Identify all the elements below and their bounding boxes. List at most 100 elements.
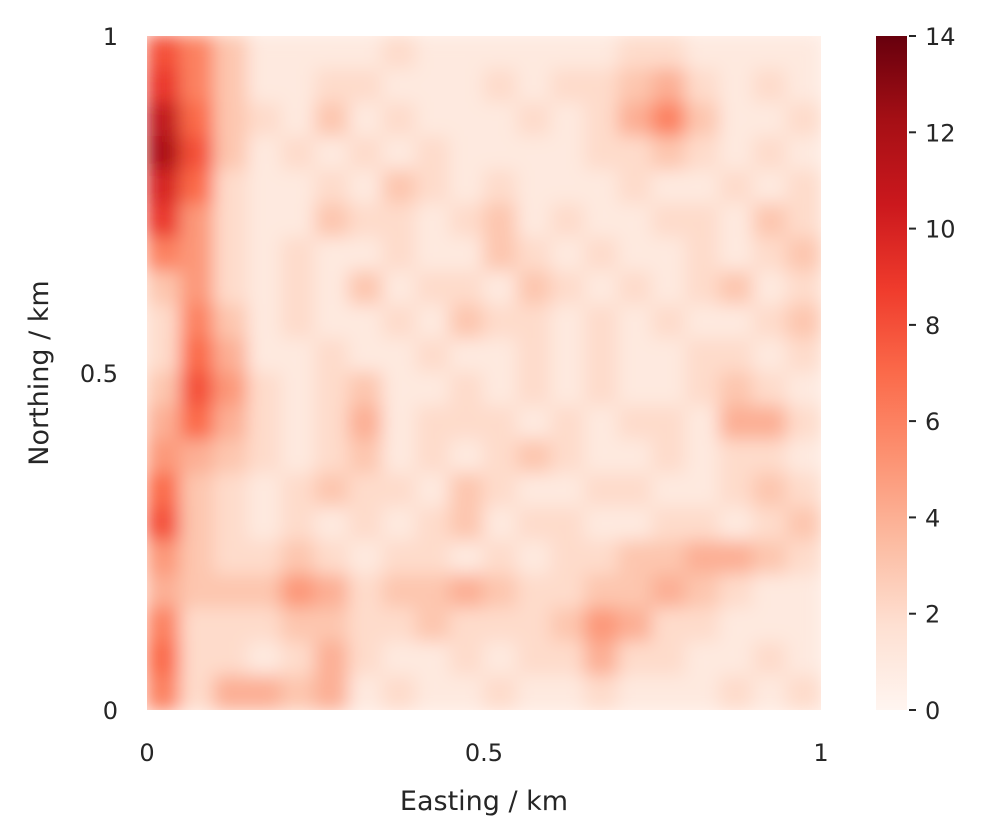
colorbar-tick-label: 12: [925, 119, 956, 147]
heatmap-cell: [348, 169, 384, 206]
heatmap-cell: [415, 68, 452, 105]
heatmap-cell: [314, 102, 351, 139]
heatmap-cell: [752, 540, 789, 577]
heatmap-cell: [550, 304, 587, 341]
heatmap-cell: [449, 102, 485, 139]
heatmap-cell: [314, 136, 351, 172]
heatmap-cell: [179, 36, 216, 71]
heatmap-cell: [685, 607, 721, 644]
heatmap-cell: [752, 574, 789, 610]
colorbar-tick-label: 10: [925, 216, 956, 244]
heatmap-cell: [584, 36, 620, 71]
heatmap-cell: [483, 641, 519, 678]
heatmap-cell: [584, 540, 620, 577]
heatmap-cell: [381, 405, 418, 442]
heatmap-cell: [179, 675, 216, 710]
heatmap-cell: [651, 237, 688, 273]
heatmap-cell: [415, 304, 452, 341]
heatmap-cell: [516, 203, 553, 240]
heatmap-cell: [516, 136, 553, 172]
heatmap-cell: [786, 473, 821, 509]
heatmap-cell: [213, 68, 250, 105]
heatmap-cell: [381, 607, 418, 644]
heatmap-cell: [415, 136, 452, 172]
heatmap-cell: [786, 405, 821, 442]
heatmap-cell: [584, 675, 620, 710]
heatmap-cell: [685, 473, 721, 509]
heatmap-cell: [483, 506, 519, 543]
heatmap-cell: [718, 36, 755, 71]
heatmap-cell: [651, 338, 688, 374]
heatmap-cell: [179, 574, 216, 610]
heatmap-cell: [179, 237, 216, 273]
heatmap-cell: [381, 439, 418, 476]
heatmap-cell: [685, 270, 721, 307]
colorbar-tick-label: 0: [925, 697, 940, 725]
heatmap-cell: [685, 506, 721, 543]
heatmap-cell: [483, 136, 519, 172]
heatmap-cell: [718, 372, 755, 408]
heatmap-cell: [147, 675, 182, 710]
heatmap-cell: [483, 372, 519, 408]
heatmap-cell: [314, 169, 351, 206]
heatmap-cell: [752, 473, 789, 509]
heatmap-cell: [617, 473, 654, 509]
heatmap-cell: [348, 304, 384, 341]
heatmap-cell: [685, 574, 721, 610]
heatmap-cell: [617, 36, 654, 71]
heatmap-cell: [516, 237, 553, 273]
heatmap-cell: [147, 372, 182, 408]
heatmap-cell: [348, 405, 384, 442]
heatmap-cell: [550, 338, 587, 374]
heatmap-cell: [584, 270, 620, 307]
heatmap-cell: [280, 372, 317, 408]
heatmap-cell: [213, 574, 250, 610]
heatmap-cell: [550, 540, 587, 577]
heatmap-cell: [516, 102, 553, 139]
heatmap-cell: [314, 675, 351, 710]
heatmap-cell: [247, 237, 283, 273]
heatmap-cell: [483, 203, 519, 240]
heatmap-cell: [449, 506, 485, 543]
heatmap-cell: [381, 506, 418, 543]
heatmap-cell: [651, 304, 688, 341]
heatmap-cell: [786, 102, 821, 139]
heatmap-cell: [617, 405, 654, 442]
heatmap-cell: [651, 270, 688, 307]
heatmap-cell: [516, 540, 553, 577]
heatmap-cell: [348, 439, 384, 476]
heatmap-cell: [786, 574, 821, 610]
heatmap-cell: [147, 169, 182, 206]
heatmap-cell: [415, 675, 452, 710]
heatmap-cell: [786, 675, 821, 710]
heatmap-cell: [179, 540, 216, 577]
heatmap-cell: [752, 36, 789, 71]
heatmap-cell: [449, 372, 485, 408]
heatmap-cell: [280, 540, 317, 577]
heatmap-cell: [651, 372, 688, 408]
heatmap-cell: [348, 607, 384, 644]
heatmap-cell: [213, 506, 250, 543]
heatmap-cell: [786, 506, 821, 543]
heatmap-cell: [685, 203, 721, 240]
heatmap-cell: [348, 675, 384, 710]
heatmap-cell: [685, 675, 721, 710]
heatmap-cell: [617, 675, 654, 710]
heatmap-cell: [550, 36, 587, 71]
heatmap-cell: [584, 607, 620, 644]
heatmap-cell: [348, 136, 384, 172]
heatmap-cell: [415, 102, 452, 139]
heatmap-cell: [550, 405, 587, 442]
heatmap-cell: [247, 338, 283, 374]
heatmap-cell: [314, 439, 351, 476]
heatmap-cell: [718, 203, 755, 240]
y-tick-label: 0: [103, 697, 118, 725]
heatmap-cell: [752, 439, 789, 476]
colorbar-tick-label: 14: [925, 23, 956, 51]
heatmap-cell: [247, 574, 283, 610]
heatmap-cell: [752, 304, 789, 341]
heatmap-cell: [381, 338, 418, 374]
heatmap-cell: [752, 405, 789, 442]
heatmap-cell: [179, 169, 216, 206]
heatmap-cell: [449, 304, 485, 341]
